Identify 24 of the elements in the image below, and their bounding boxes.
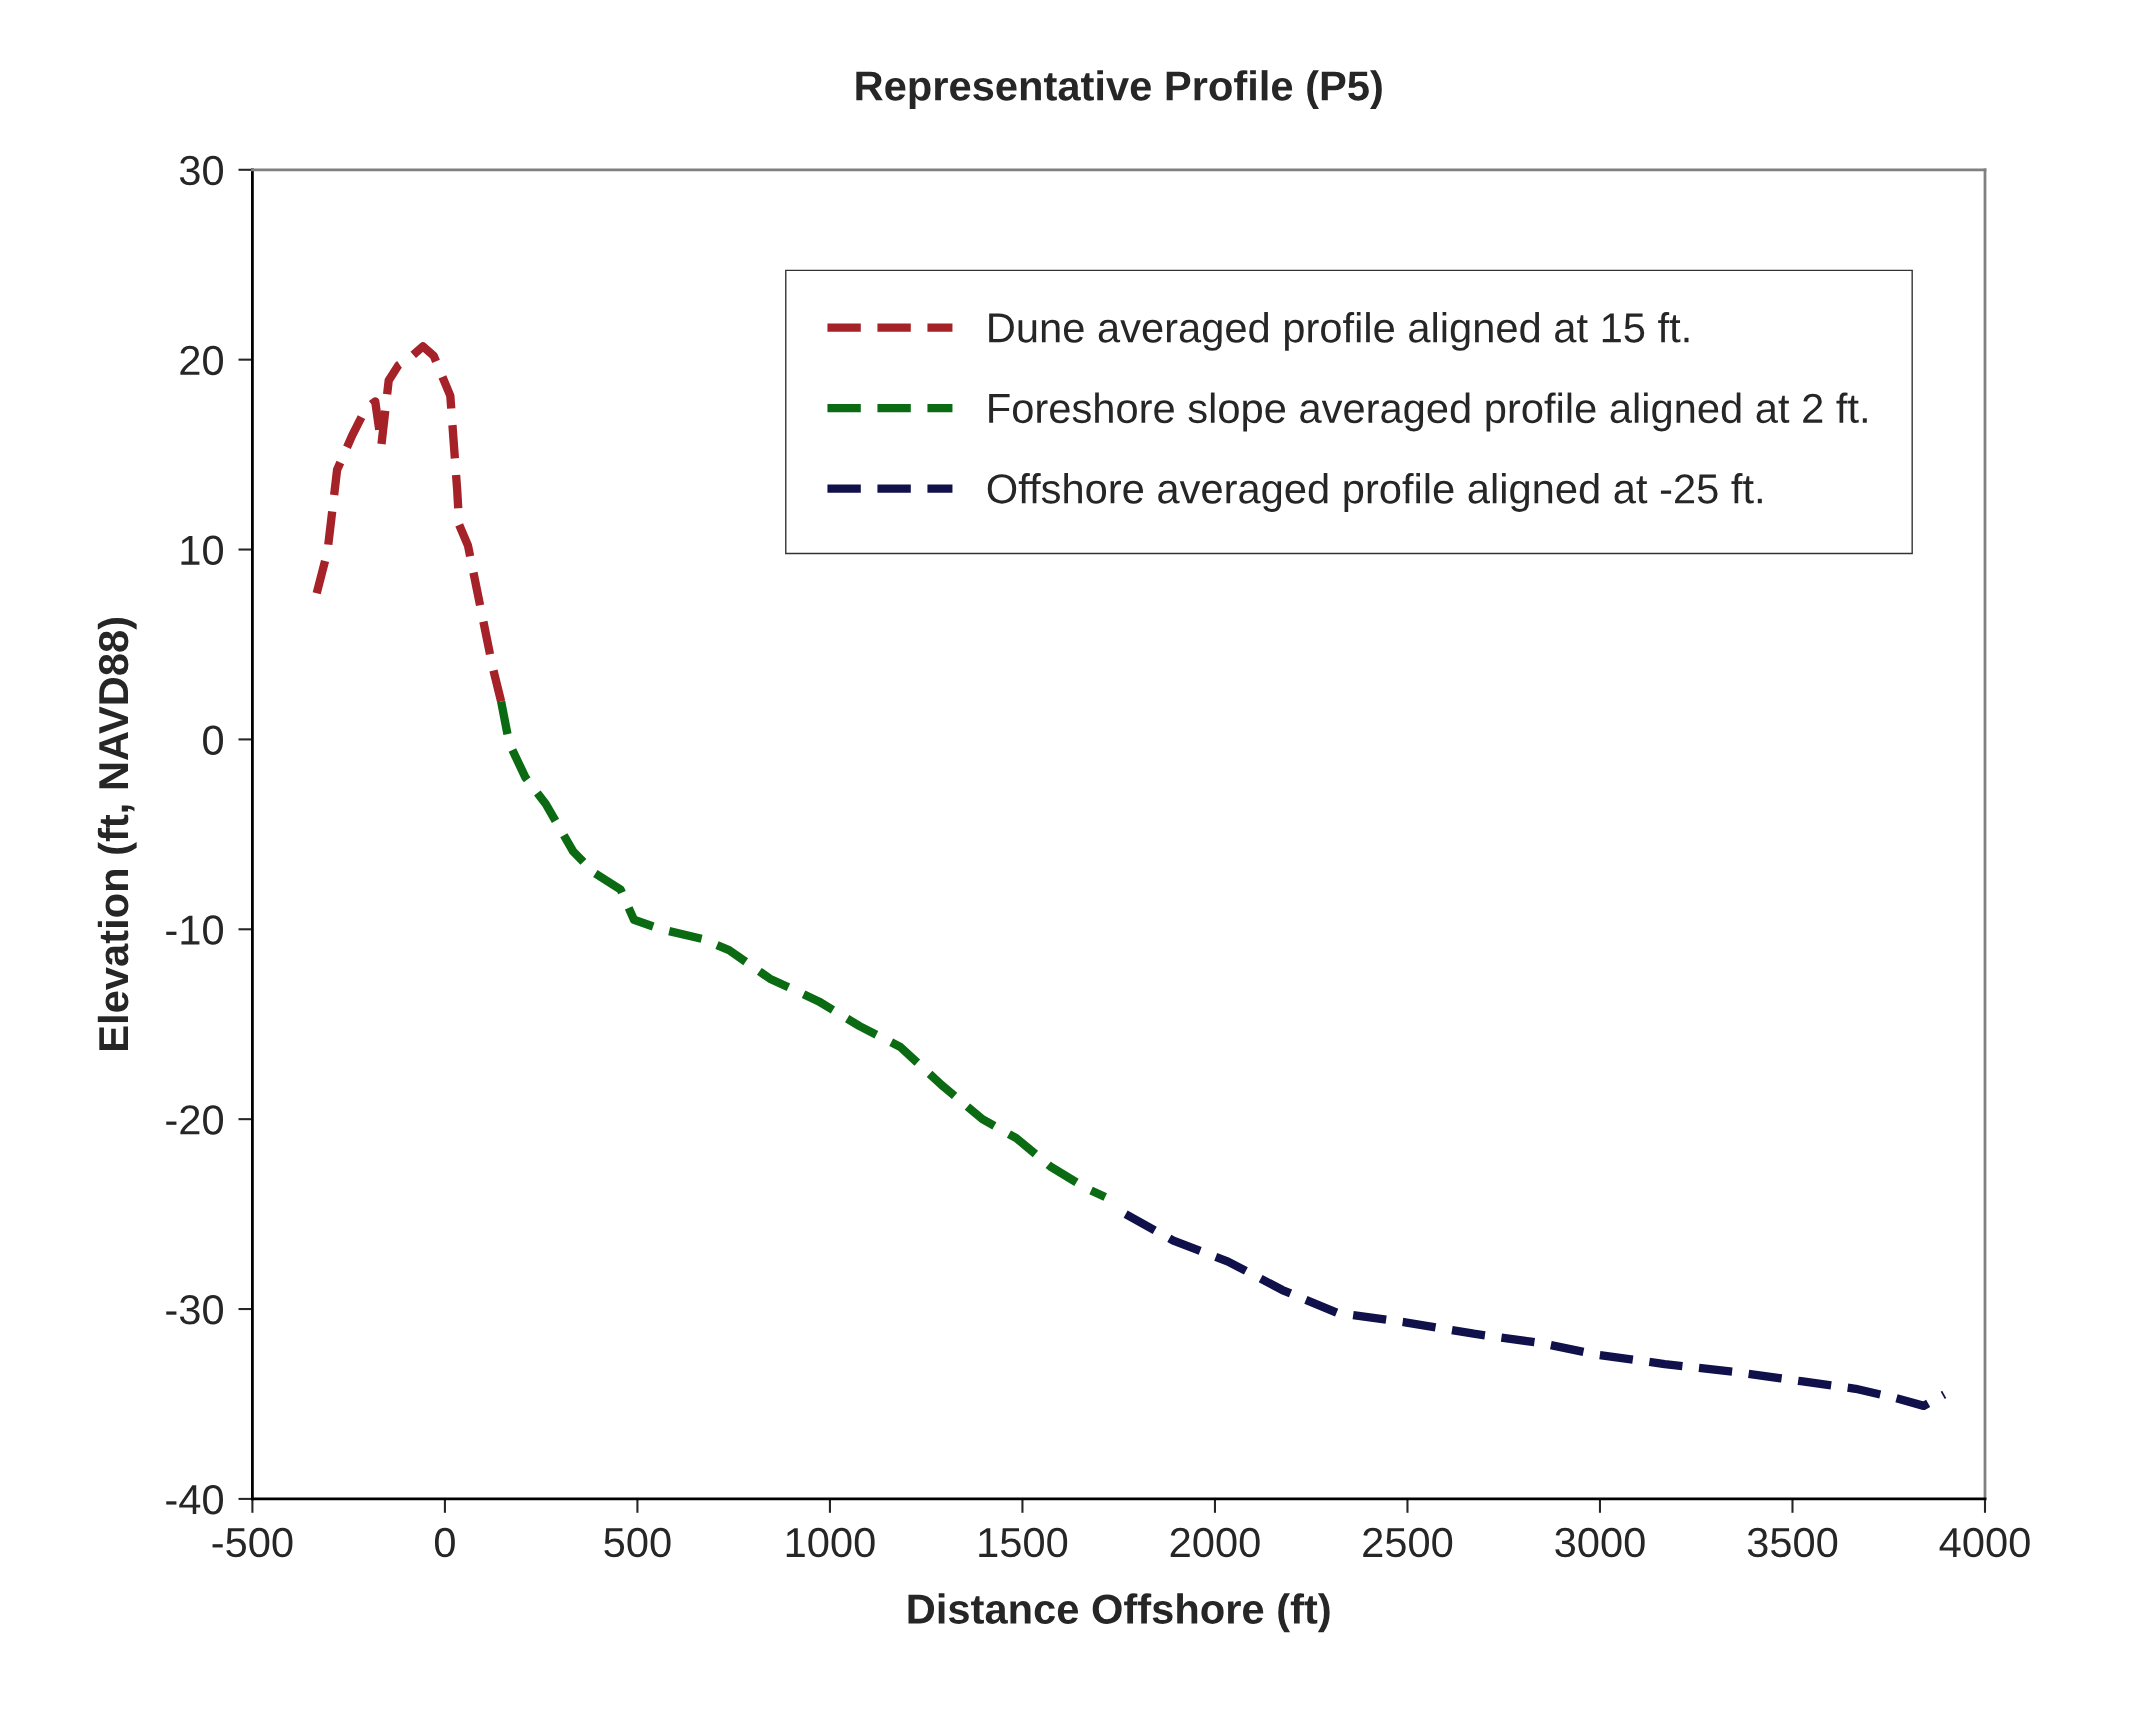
y-tick-label: -30 <box>166 1295 223 1325</box>
x-tick-label: 0 <box>434 1527 455 1558</box>
chart-title: Representative Profile (P5) <box>856 70 1382 109</box>
x-tick-label: 1500 <box>979 1527 1068 1558</box>
x-tick-label: 1000 <box>786 1527 875 1558</box>
y-tick-label: -10 <box>166 915 223 945</box>
y-tick-label: 10 <box>181 535 223 566</box>
x-tick-label: 2000 <box>1170 1527 1260 1558</box>
x-tick-label: 3000 <box>1555 1527 1645 1558</box>
y-tick-label: 30 <box>179 155 223 186</box>
x-tick-label: 3500 <box>1747 1527 1838 1558</box>
legend-label: Dune averaged profile aligned at 15 ft. <box>989 312 1689 351</box>
legend-label: Offshore averaged profile aligned at -25 ft. <box>987 473 1762 512</box>
x-tick-label: -500 <box>212 1527 293 1558</box>
x-tick-label: 4000 <box>1939 1527 2030 1558</box>
legend-label: Foreshore slope averaged profile aligned at 2 ft. <box>989 392 1867 432</box>
x-axis-title: Distance Offshore (ft) <box>908 1593 1330 1633</box>
y-tick-label: -40 <box>166 1484 223 1515</box>
y-tick-label: 20 <box>180 345 223 376</box>
y-tick-label: -20 <box>166 1105 223 1135</box>
x-tick-label: 2500 <box>1363 1527 1453 1558</box>
y-axis-title: Elevation (ft, NAVD88) <box>97 618 137 1050</box>
x-tick-label: 500 <box>604 1527 671 1558</box>
y-tick-label: 0 <box>203 725 223 755</box>
